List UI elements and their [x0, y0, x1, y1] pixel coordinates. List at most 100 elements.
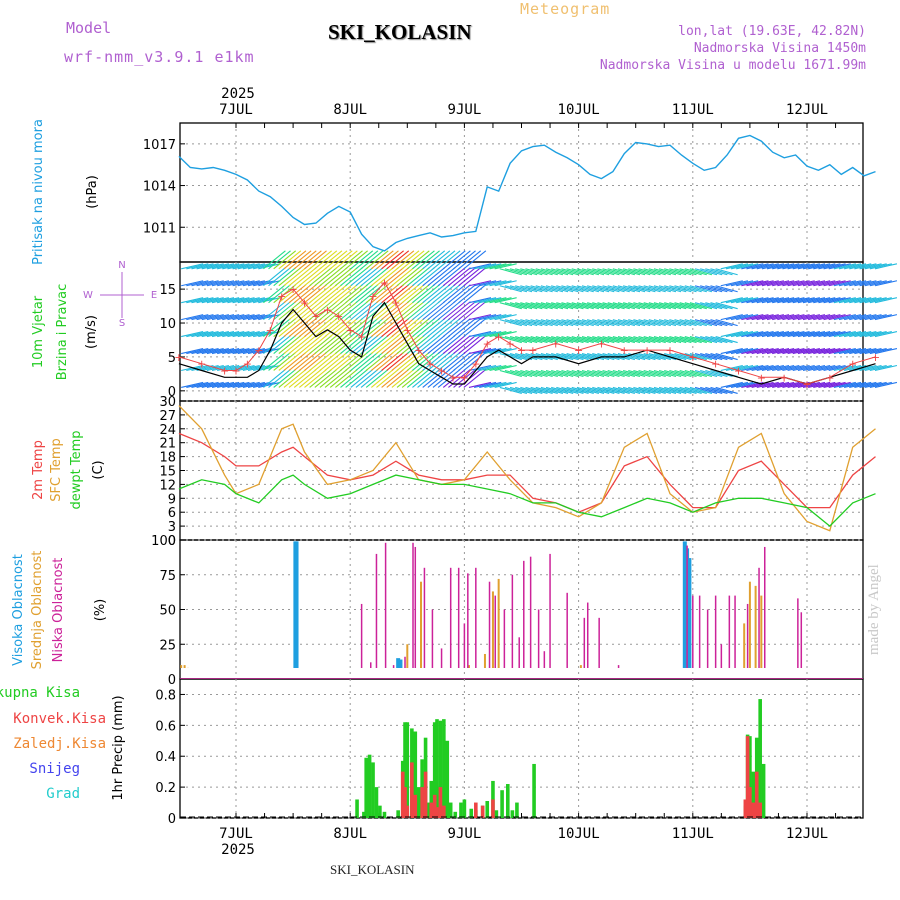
- wind-arrow: [797, 364, 820, 372]
- wind-arrow: [772, 280, 795, 287]
- wind-arrow: [725, 381, 749, 388]
- wind-arrow: [288, 318, 312, 338]
- wind-arrow: [319, 284, 343, 304]
- wind-arrow: [854, 348, 877, 355]
- wind-arrow: [525, 386, 548, 394]
- wind-arrow: [581, 285, 605, 293]
- wind-arrow: [653, 336, 677, 344]
- wind-arrow: [638, 353, 661, 361]
- cloud-bar: [617, 665, 620, 668]
- cloud-bar: [692, 595, 694, 668]
- cloud-bar: [449, 567, 452, 668]
- wind-arrow: [217, 331, 240, 338]
- wind-arrow: [304, 352, 327, 371]
- cloud-bar: [467, 573, 469, 668]
- wind-arrow: [777, 364, 800, 372]
- wind-arrow: [468, 331, 492, 338]
- wind-arrow: [391, 352, 415, 371]
- wind-arrow: [473, 263, 497, 270]
- wind-arrow: [232, 314, 255, 321]
- wind-arrow: [648, 285, 671, 293]
- wind-arrow: [324, 369, 348, 388]
- wind-arrow: [227, 381, 250, 388]
- wind-arrow: [479, 263, 502, 270]
- compass-east: E: [151, 290, 157, 301]
- wind-arrow: [432, 335, 456, 354]
- precip-bar: [410, 762, 414, 818]
- cloud-bar: [384, 542, 387, 668]
- wind-arrow: [756, 331, 779, 338]
- wind-arrow: [350, 267, 374, 287]
- wind-arrow: [386, 284, 410, 304]
- wind-arrow: [406, 267, 430, 287]
- cloud-bar: [370, 662, 372, 668]
- wind-arrow: [473, 280, 497, 287]
- wind-arrow: [258, 364, 281, 372]
- wind-arrow: [247, 364, 271, 372]
- wind-arrow: [247, 381, 271, 388]
- day-label-top: 7JUL: [219, 102, 253, 118]
- wind-arrow: [217, 263, 240, 270]
- wind-arrow: [643, 319, 666, 327]
- precip-bar: [469, 808, 474, 818]
- wind-arrow: [432, 301, 456, 321]
- gust-marker: +: [368, 290, 377, 303]
- cloud-bar: [758, 567, 760, 668]
- wind-arrow: [253, 314, 276, 321]
- wind-arrow: [453, 250, 476, 270]
- wind-arrow: [576, 369, 600, 378]
- wind-arrow: [304, 335, 327, 354]
- wind-arrow: [520, 319, 543, 327]
- wind-arrow: [792, 364, 815, 372]
- wind-arrow: [401, 250, 425, 270]
- wind-arrow: [535, 268, 558, 276]
- wind-arrow: [258, 280, 281, 287]
- wind-arrow: [813, 263, 836, 270]
- wind-arrow: [802, 314, 826, 321]
- wind-arrow: [859, 331, 882, 338]
- wind-arrow: [751, 364, 774, 372]
- wind-arrow: [391, 301, 415, 321]
- wind-arrow: [587, 285, 610, 293]
- wind-arrow: [617, 336, 641, 344]
- wind-arrow: [617, 369, 641, 378]
- wind-arrow: [242, 331, 265, 338]
- wind-arrow: [633, 285, 656, 293]
- wind-arrow: [823, 263, 846, 270]
- wind-arrow: [653, 302, 677, 310]
- wind-arrow: [196, 331, 219, 338]
- wind-arrow: [581, 268, 605, 276]
- wind-arrow: [324, 250, 348, 270]
- wind-arrow: [628, 336, 651, 344]
- wind-arrow: [843, 297, 867, 304]
- wind-arrow: [751, 297, 774, 304]
- wind-arrow: [720, 297, 743, 304]
- wind-arrow: [720, 314, 743, 321]
- wind-arrow: [772, 263, 795, 270]
- wind-arrow: [427, 267, 451, 287]
- cloud-bar: [440, 648, 443, 668]
- wind-arrow: [772, 348, 795, 355]
- wind-arrow: [689, 386, 713, 394]
- wind-arrow: [782, 381, 805, 388]
- wind-arrow: [417, 318, 440, 338]
- wind-arrow: [576, 268, 600, 276]
- wind-arrow: [777, 297, 800, 304]
- wind-arrow: [453, 352, 476, 371]
- wind-arrow: [365, 318, 389, 338]
- wind-arrow: [859, 280, 882, 287]
- gust-marker: +: [414, 344, 423, 357]
- wind-arrow: [437, 335, 461, 354]
- precip-bar: [480, 805, 485, 818]
- wind-arrow: [766, 314, 790, 321]
- wind-arrow: [355, 250, 379, 270]
- wind-arrow: [658, 386, 682, 394]
- y-tick-label: 0: [168, 385, 176, 400]
- wind-arrow: [566, 386, 589, 394]
- wind-arrow: [684, 268, 707, 276]
- wind-arrow: [509, 268, 533, 276]
- wind-arrow: [664, 386, 687, 394]
- wind-arrow: [237, 280, 260, 287]
- precip-bar: [748, 787, 752, 818]
- wind-arrow: [612, 302, 636, 310]
